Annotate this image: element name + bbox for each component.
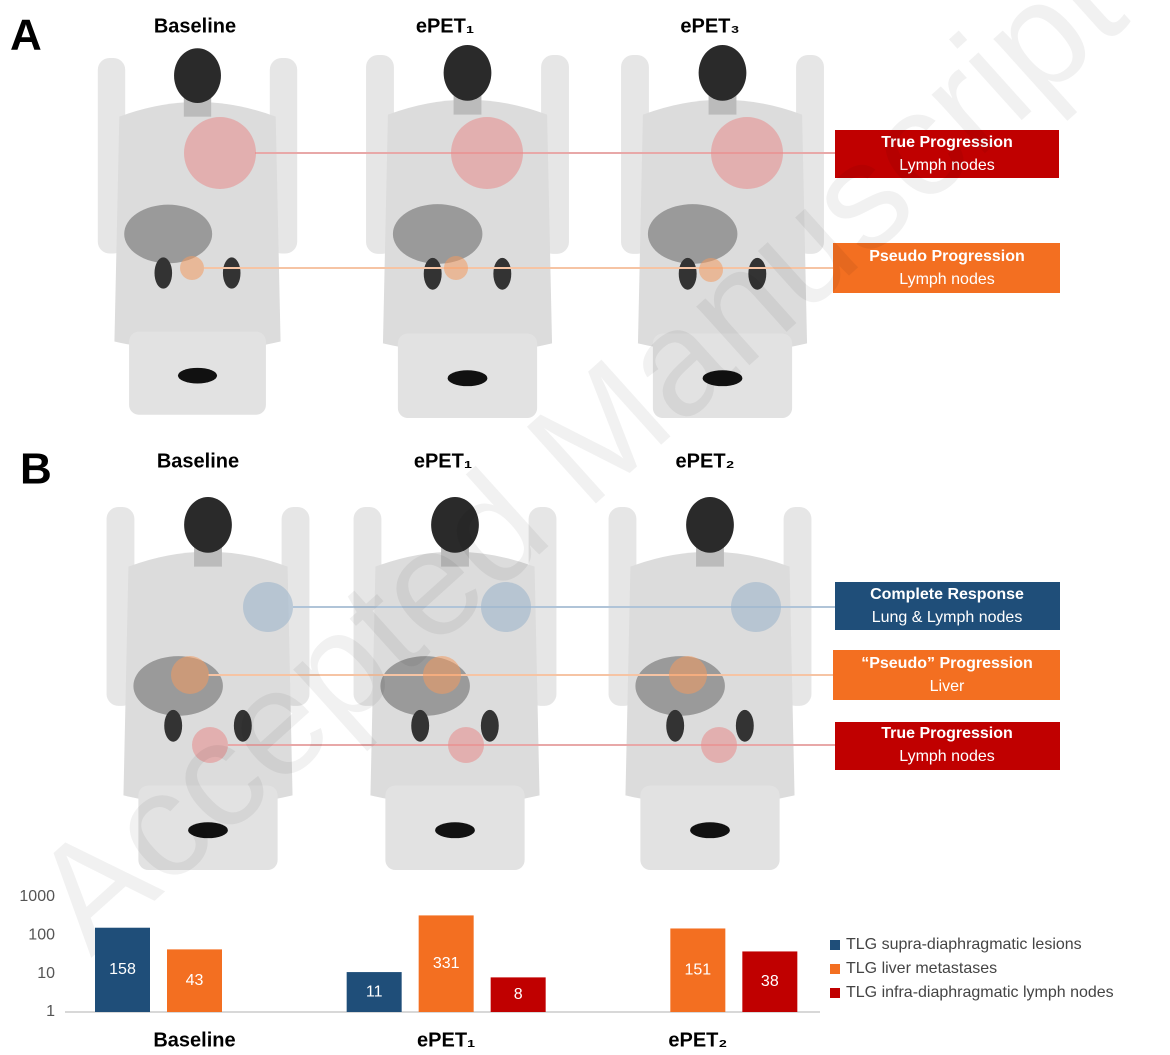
bar	[346, 972, 402, 1012]
annotation-title: True Progression	[881, 134, 1013, 151]
pet-image	[608, 497, 812, 870]
panel-b: B Baseline ePET₁ ePET₂ Complete Response…	[20, 445, 1060, 870]
legend-swatch	[830, 964, 840, 974]
bar	[167, 949, 222, 1012]
annotation-subtitle: Lymph nodes	[899, 271, 994, 288]
annotation-subtitle: Lung & Lymph nodes	[872, 609, 1023, 626]
column-title: ePET₃	[680, 15, 739, 37]
panel-label: B	[20, 445, 52, 494]
bar	[670, 928, 726, 1012]
y-tick-label: 100	[28, 927, 55, 944]
column-title: Baseline	[157, 450, 239, 472]
y-tick-label: 10	[37, 965, 55, 982]
panel-label: A	[10, 11, 42, 60]
legend-swatch	[830, 940, 840, 950]
x-tick-label: Baseline	[153, 1029, 235, 1051]
bar	[490, 977, 546, 1012]
pet-image	[97, 48, 298, 415]
value-label: 158	[109, 961, 136, 978]
legend-swatch	[830, 988, 840, 998]
x-tick-label: ePET₂	[668, 1029, 727, 1051]
annotation-subtitle: Lymph nodes	[899, 157, 994, 174]
column-title: ePET₂	[676, 450, 735, 472]
column-title: ePET₁	[416, 15, 474, 37]
x-tick-label: ePET₁	[417, 1029, 475, 1051]
annotation-title: “Pseudo” Progression	[861, 655, 1033, 672]
bar	[418, 915, 474, 1012]
annotation-subtitle: Liver	[930, 678, 965, 695]
y-tick-label: 1000	[19, 888, 55, 905]
value-label: 151	[684, 961, 711, 978]
value-label: 331	[433, 955, 460, 972]
legend-label: TLG infra-diaphragmatic lymph nodes	[846, 984, 1114, 1001]
column-title: ePET₁	[414, 450, 472, 472]
column-title: Baseline	[154, 15, 236, 37]
annotation-title: Pseudo Progression	[869, 248, 1025, 265]
bar-chart: 1 10 100 1000 Baseline 158 43 ePET₁ 11 331 8 ePET₂ 1…	[19, 888, 1113, 1051]
bar	[742, 951, 798, 1012]
value-label: 8	[514, 986, 523, 1003]
legend-label: TLG supra-diaphragmatic lesions	[846, 936, 1082, 953]
value-label: 43	[186, 972, 204, 989]
annotation-title: True Progression	[881, 725, 1013, 742]
legend-label: TLG liver metastases	[846, 960, 997, 977]
value-label: 38	[761, 973, 779, 990]
annotation-title: Complete Response	[870, 586, 1024, 603]
value-label: 11	[366, 983, 383, 1000]
pet-image	[366, 45, 569, 418]
panel-a: A Baseline ePET₁ ePET₃ True Progression …	[10, 11, 1060, 418]
bar	[95, 927, 150, 1012]
annotation-subtitle: Lymph nodes	[899, 748, 994, 765]
y-tick-label: 1	[46, 1003, 55, 1020]
